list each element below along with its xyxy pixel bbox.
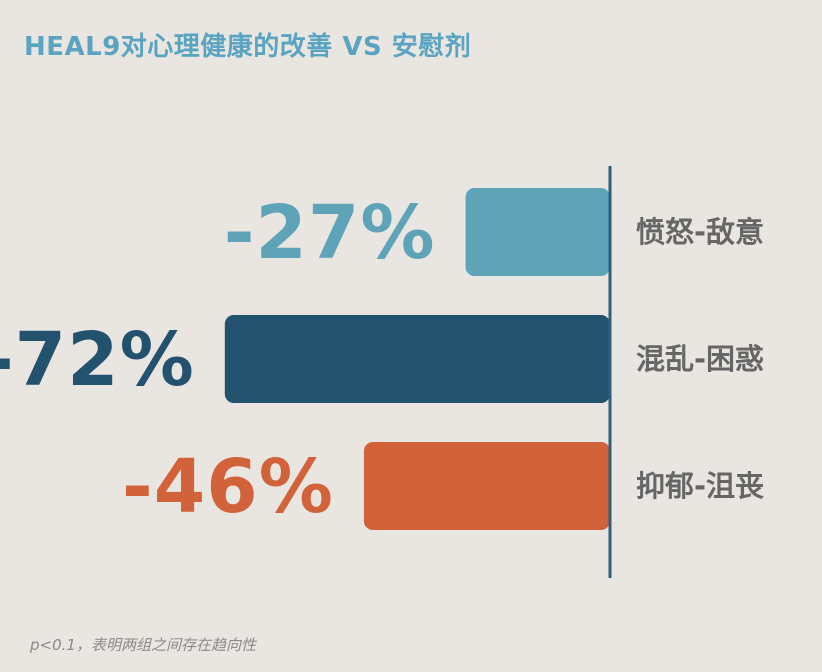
category-label-1: 愤怒-敌意 <box>636 215 764 249</box>
category-label-2: 混乱-困惑 <box>636 342 764 376</box>
bar-2 <box>224 315 611 403</box>
chart-title: HEAL9对心理健康的改善 VS 安慰剂 <box>24 32 472 62</box>
footnote: p<0.1，表明两组之间存在趋向性 <box>30 636 256 654</box>
bar-chart: -27% 愤怒-敌意 -72% 混乱-困惑 -46% 抑郁-沮丧 <box>0 166 764 578</box>
bar-1 <box>465 188 610 276</box>
value-label-1: -27% <box>224 190 436 276</box>
bar-3 <box>363 442 610 530</box>
category-label-3: 抑郁-沮丧 <box>636 469 764 503</box>
value-label-3: -46% <box>122 444 334 530</box>
value-label-2: -72% <box>0 317 195 403</box>
